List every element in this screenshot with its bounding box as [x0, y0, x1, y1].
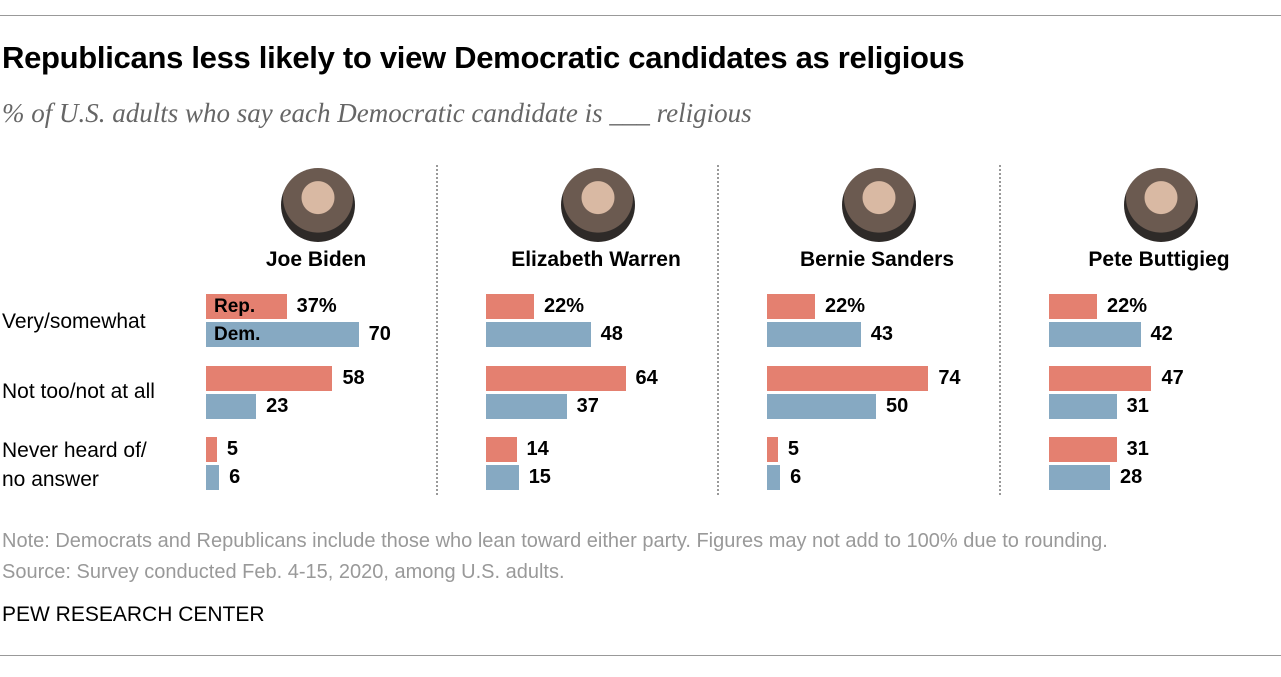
- candidate-photo: [281, 168, 355, 242]
- chart-title: Republicans less likely to view Democrat…: [2, 40, 965, 75]
- row-label: no answer: [2, 468, 99, 491]
- data-label: 50: [886, 395, 909, 417]
- data-label: 23: [266, 395, 289, 417]
- dem-bar: [1049, 322, 1141, 347]
- data-label: 37%: [296, 295, 337, 317]
- data-label: 31: [1126, 395, 1149, 417]
- dem-bar: [767, 322, 861, 347]
- row-label: Never heard of/: [2, 439, 147, 462]
- rep-bar: [767, 437, 778, 462]
- candidate-photo: [561, 168, 635, 242]
- data-label: 42: [1150, 323, 1173, 345]
- bottom-rule: [0, 655, 1281, 656]
- rep-bar: Rep.: [206, 294, 287, 319]
- rep-series-label: Rep.: [214, 296, 256, 317]
- rep-bar: [767, 366, 929, 391]
- dem-bar: [206, 394, 257, 419]
- rep-bar: [206, 366, 333, 391]
- source: Source: Survey conducted Feb. 4-15, 2020…: [2, 561, 565, 583]
- data-label: 28: [1120, 466, 1143, 488]
- data-label: 58: [342, 367, 365, 389]
- candidate-photo: [1124, 168, 1198, 242]
- data-label: 6: [790, 466, 802, 488]
- candidate-name: Joe Biden: [265, 248, 367, 271]
- row-label: Not too/not at all: [2, 380, 155, 403]
- rep-bar: [1049, 294, 1097, 319]
- dem-bar: [1049, 394, 1117, 419]
- row-label: Very/somewhat: [2, 310, 146, 333]
- candidate-name: Pete Buttigieg: [1088, 248, 1230, 271]
- dem-bar: [767, 394, 876, 419]
- rep-bar: [486, 366, 626, 391]
- data-label: 74: [938, 367, 961, 389]
- panel-divider: [436, 165, 438, 495]
- data-label: 6: [229, 466, 241, 488]
- panel-divider: [999, 165, 1001, 495]
- dem-bar: [486, 465, 519, 490]
- data-label: 22%: [543, 295, 584, 317]
- dem-bar: [486, 322, 591, 347]
- dem-bar: [486, 394, 567, 419]
- rep-bar: [206, 437, 217, 462]
- data-label: 37: [576, 395, 599, 417]
- data-label: 48: [600, 323, 623, 345]
- brand-logo-text: PEW RESEARCH CENTER: [2, 603, 265, 626]
- dem-bar: [206, 465, 220, 490]
- rep-bar: [1049, 437, 1117, 462]
- candidate-name: Elizabeth Warren: [511, 248, 681, 271]
- data-label: 43: [870, 323, 893, 345]
- dem-series-label: Dem.: [214, 324, 261, 345]
- rep-bar: [486, 294, 534, 319]
- data-label: 15: [528, 466, 551, 488]
- dem-bar: Dem.: [206, 322, 359, 347]
- rep-bar: [1049, 366, 1152, 391]
- chart-subtitle: % of U.S. adults who say each Democratic…: [2, 98, 752, 128]
- candidate-name: Bernie Sanders: [799, 248, 955, 271]
- data-label: 22%: [1106, 295, 1147, 317]
- data-label: 31: [1126, 438, 1149, 460]
- dem-bar: [1049, 465, 1111, 490]
- candidate-photo: [842, 168, 916, 242]
- top-rule: [0, 15, 1281, 16]
- data-label: 22%: [824, 295, 865, 317]
- data-label: 14: [526, 438, 549, 460]
- data-label: 5: [226, 438, 239, 460]
- dem-bar: [767, 465, 781, 490]
- rep-bar: [767, 294, 815, 319]
- data-label: 70: [368, 323, 391, 345]
- note: Note: Democrats and Republicans include …: [2, 530, 1108, 552]
- data-label: 5: [787, 438, 800, 460]
- data-label: 47: [1161, 367, 1184, 389]
- data-label: 64: [635, 367, 658, 389]
- rep-bar: [486, 437, 517, 462]
- panel-divider: [717, 165, 719, 495]
